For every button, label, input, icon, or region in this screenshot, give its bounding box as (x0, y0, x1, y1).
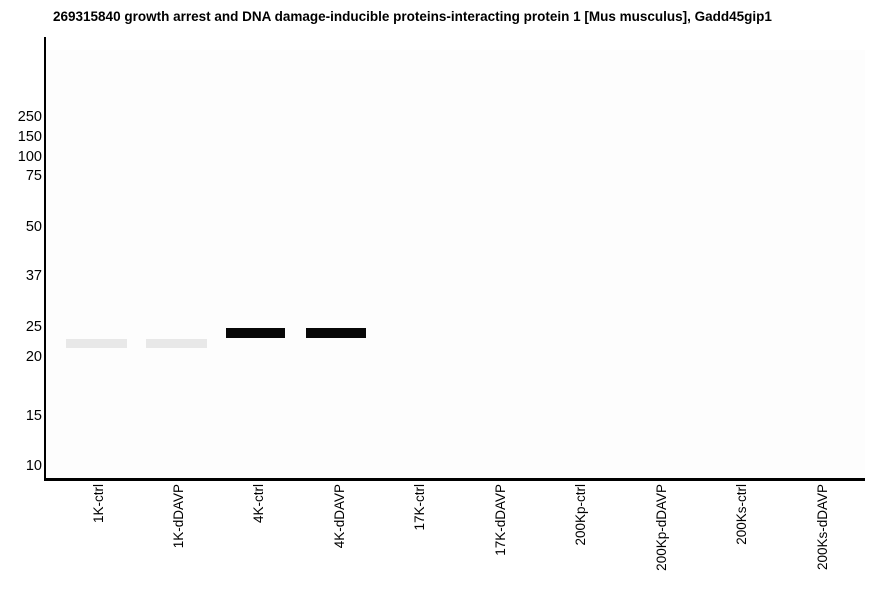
y-tick-label: 37 (25, 268, 42, 284)
y-tick-label: 20 (25, 349, 42, 365)
lane-label: 200Kp-ctrl (573, 484, 588, 546)
protein-band (226, 328, 285, 338)
lane-label: 200Ks-ctrl (734, 484, 749, 545)
y-tick-label: 50 (25, 219, 42, 235)
y-tick-label: 150 (17, 129, 42, 145)
lane-label: 1K-dDAVP (171, 484, 186, 549)
chart-title: 269315840 growth arrest and DNA damage-i… (53, 9, 772, 24)
y-tick-label: 25 (25, 319, 42, 335)
lane-label: 4K-dDAVP (332, 484, 347, 549)
lane-label: 17K-dDAVP (493, 484, 508, 556)
lane-label: 17K-ctrl (412, 484, 427, 531)
lane-label: 200Ks-dDAVP (815, 484, 830, 571)
y-tick-label: 10 (25, 458, 42, 474)
plot-area (46, 50, 865, 478)
lane-label: 1K-ctrl (91, 484, 106, 524)
x-axis-line (44, 478, 865, 481)
protein-band (146, 339, 207, 348)
lane-label: 4K-ctrl (251, 484, 266, 524)
lane-label: 200Kp-dDAVP (654, 484, 669, 571)
y-tick-label: 75 (25, 168, 42, 184)
y-tick-label: 250 (17, 109, 42, 125)
y-axis-line (44, 37, 46, 480)
y-tick-label: 15 (25, 408, 42, 424)
y-tick-label: 100 (17, 149, 42, 165)
protein-band (66, 339, 127, 348)
protein-band (306, 328, 366, 338)
